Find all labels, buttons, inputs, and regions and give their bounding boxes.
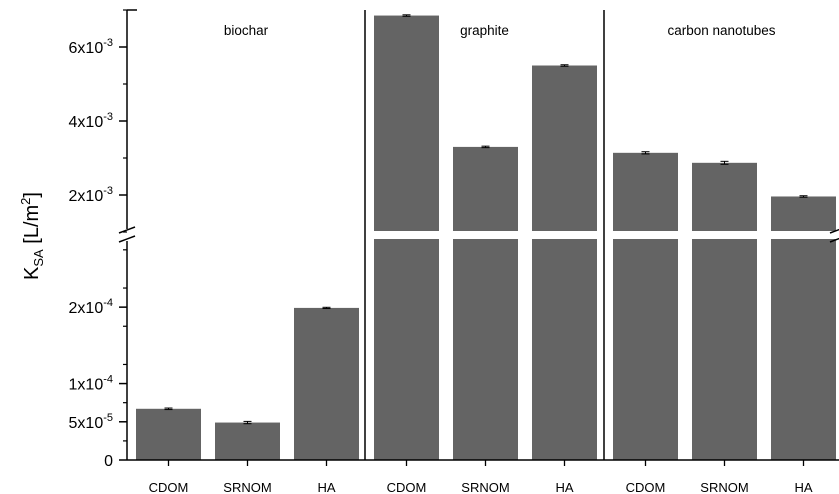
- error-bar: [560, 64, 569, 67]
- y-tick-label: 4x10-3: [69, 111, 113, 131]
- x-tick-label: HA: [555, 480, 573, 494]
- axis-break-mark-left: [118, 226, 136, 243]
- error-bar: [164, 407, 173, 411]
- y-tick-label: 1x10-4: [69, 374, 113, 394]
- y-tick-label: 2x10-4: [69, 297, 113, 317]
- y-axis-label: KSA [L/m2]: [18, 192, 46, 280]
- error-bar: [243, 420, 252, 425]
- bar-carbon-nanotubes-srnom-upper: [692, 162, 757, 231]
- panel-label: biochar: [224, 23, 269, 38]
- x-tick-label: SRNOM: [223, 480, 271, 494]
- y-tick-label: 2x10-3: [69, 185, 113, 205]
- bar-biochar-srnom: [215, 422, 280, 460]
- y-tick-label: 0: [104, 453, 113, 470]
- axis-break-mark-right: [829, 228, 839, 243]
- bar-graphite-cdom-upper: [374, 15, 439, 231]
- bar-graphite-ha-upper: [532, 65, 597, 231]
- bar-graphite-srnom-lower: [453, 239, 518, 460]
- axis-break-gap: [128, 231, 839, 239]
- error-bar: [322, 306, 331, 310]
- bar-carbon-nanotubes-cdom-lower: [613, 239, 678, 460]
- bar-biochar-ha: [294, 307, 359, 460]
- x-tick-label: CDOM: [149, 480, 189, 494]
- y-tick-label: 6x10-3: [69, 37, 113, 57]
- bar-graphite-srnom-upper: [453, 146, 518, 231]
- error-bar: [641, 151, 650, 155]
- panel-label: graphite: [460, 23, 509, 38]
- x-tick-label: CDOM: [626, 480, 666, 494]
- y-tick-label: 5x10-5: [69, 412, 113, 432]
- bar-carbon-nanotubes-ha-upper: [771, 196, 836, 231]
- bars-layer: [136, 14, 836, 460]
- bar-graphite-cdom-lower: [374, 239, 439, 460]
- error-bar: [481, 145, 490, 149]
- bar-biochar-cdom: [136, 408, 201, 460]
- axes-layer: [118, 9, 839, 466]
- x-tick-label: SRNOM: [700, 480, 748, 494]
- error-bar: [720, 160, 729, 165]
- x-tick-label: HA: [317, 480, 335, 494]
- panel-label: carbon nanotubes: [667, 23, 775, 38]
- x-tick-label: SRNOM: [461, 480, 509, 494]
- bar-graphite-ha-lower: [532, 239, 597, 460]
- error-bar: [799, 195, 808, 198]
- error-bar: [402, 14, 411, 17]
- x-tick-label: CDOM: [387, 480, 427, 494]
- bar-carbon-nanotubes-cdom-upper: [613, 152, 678, 231]
- labels-layer: CDOM SRNOM HA biochar CDOM SRNOM HA graphite CDO…: [18, 23, 813, 494]
- bar-carbon-nanotubes-srnom-lower: [692, 239, 757, 460]
- bar-carbon-nanotubes-ha-lower: [771, 239, 836, 460]
- x-tick-label: HA: [794, 480, 812, 494]
